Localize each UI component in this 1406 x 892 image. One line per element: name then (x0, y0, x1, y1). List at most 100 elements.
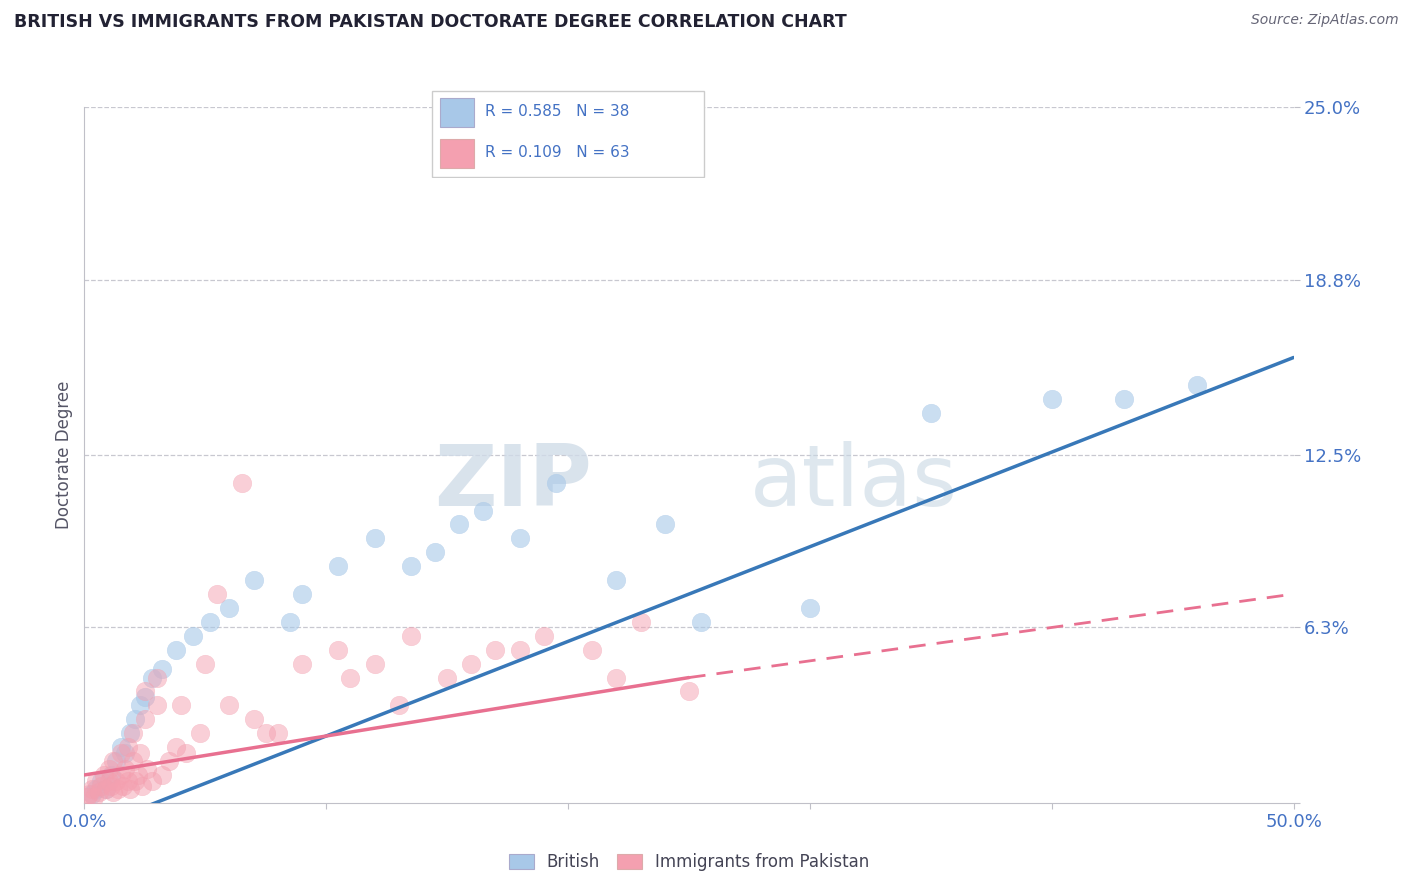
Point (129, 698, 152, 713)
Point (129, 746, 152, 760)
Point (157, 754, 180, 768)
Point (174, 746, 197, 760)
Point (94, 781, 117, 796)
Point (399, 559, 422, 574)
Point (1114, 392, 1136, 407)
Point (107, 781, 129, 796)
FancyBboxPatch shape (432, 91, 704, 177)
Point (83, 790, 105, 805)
Point (100, 768, 122, 782)
Point (97, 773, 120, 788)
Point (218, 601, 240, 615)
Point (146, 671, 169, 685)
Point (194, 657, 217, 671)
Point (114, 763, 136, 777)
Point (121, 754, 143, 768)
Point (77, 788, 100, 802)
Point (114, 746, 136, 760)
Point (121, 726, 143, 740)
FancyBboxPatch shape (440, 98, 474, 127)
Point (363, 532, 385, 546)
Point (388, 698, 411, 713)
Legend: British, Immigrants from Pakistan: British, Immigrants from Pakistan (502, 847, 876, 878)
Point (328, 642, 350, 657)
Point (472, 503, 495, 517)
Point (146, 698, 169, 713)
Point (110, 768, 132, 782)
Text: atlas: atlas (749, 442, 957, 524)
Point (120, 781, 142, 796)
Point (242, 573, 264, 587)
Point (150, 662, 173, 676)
Point (399, 629, 422, 643)
Point (605, 671, 627, 685)
Point (76, 790, 98, 805)
Point (799, 601, 821, 615)
Point (120, 726, 142, 740)
Point (920, 406, 942, 420)
Point (80, 781, 103, 796)
Point (460, 657, 482, 671)
Point (509, 642, 531, 657)
Point (363, 657, 385, 671)
Point (117, 773, 139, 788)
Point (80, 788, 103, 802)
Point (94, 781, 117, 796)
Point (117, 740, 139, 755)
Point (124, 712, 146, 726)
Point (423, 545, 446, 559)
Point (93, 768, 115, 782)
Y-axis label: Doctorate Degree: Doctorate Degree (55, 381, 73, 529)
Point (254, 726, 277, 740)
Point (150, 768, 173, 782)
Point (328, 559, 350, 574)
Point (231, 475, 253, 490)
FancyBboxPatch shape (440, 139, 474, 168)
Point (103, 754, 125, 768)
Text: BRITISH VS IMMIGRANTS FROM PAKISTAN DOCTORATE DEGREE CORRELATION CHART: BRITISH VS IMMIGRANTS FROM PAKISTAN DOCT… (14, 13, 846, 31)
Point (278, 615, 301, 629)
Text: ZIP: ZIP (434, 442, 592, 524)
Point (198, 615, 221, 629)
Point (449, 517, 471, 532)
Point (104, 754, 127, 768)
Point (291, 587, 314, 601)
Point (1040, 392, 1063, 407)
Text: Source: ZipAtlas.com: Source: ZipAtlas.com (1251, 13, 1399, 28)
Point (242, 712, 264, 726)
Point (267, 726, 290, 740)
Point (127, 768, 149, 782)
Point (90, 773, 112, 788)
Point (131, 779, 153, 793)
Point (533, 629, 555, 643)
Point (165, 642, 187, 657)
Point (207, 587, 229, 601)
Point (630, 615, 652, 629)
Point (136, 763, 159, 777)
Point (110, 740, 132, 755)
Point (1185, 378, 1208, 392)
Point (134, 690, 156, 704)
Point (103, 785, 125, 799)
Point (86, 781, 108, 796)
Point (190, 726, 212, 740)
Point (436, 671, 458, 685)
Point (484, 642, 506, 657)
Point (339, 671, 361, 685)
Text: R = 0.109   N = 63: R = 0.109 N = 63 (485, 145, 630, 161)
Point (165, 740, 187, 755)
Point (291, 657, 314, 671)
Point (86, 773, 108, 788)
Point (181, 629, 204, 643)
Point (509, 532, 531, 546)
Point (100, 779, 122, 793)
Point (134, 712, 156, 726)
Text: R = 0.585   N = 38: R = 0.585 N = 38 (485, 104, 630, 120)
Point (141, 671, 163, 685)
Point (678, 684, 700, 698)
Point (654, 517, 676, 532)
Point (110, 746, 132, 760)
Point (605, 573, 627, 587)
Point (581, 642, 603, 657)
Point (124, 773, 146, 788)
